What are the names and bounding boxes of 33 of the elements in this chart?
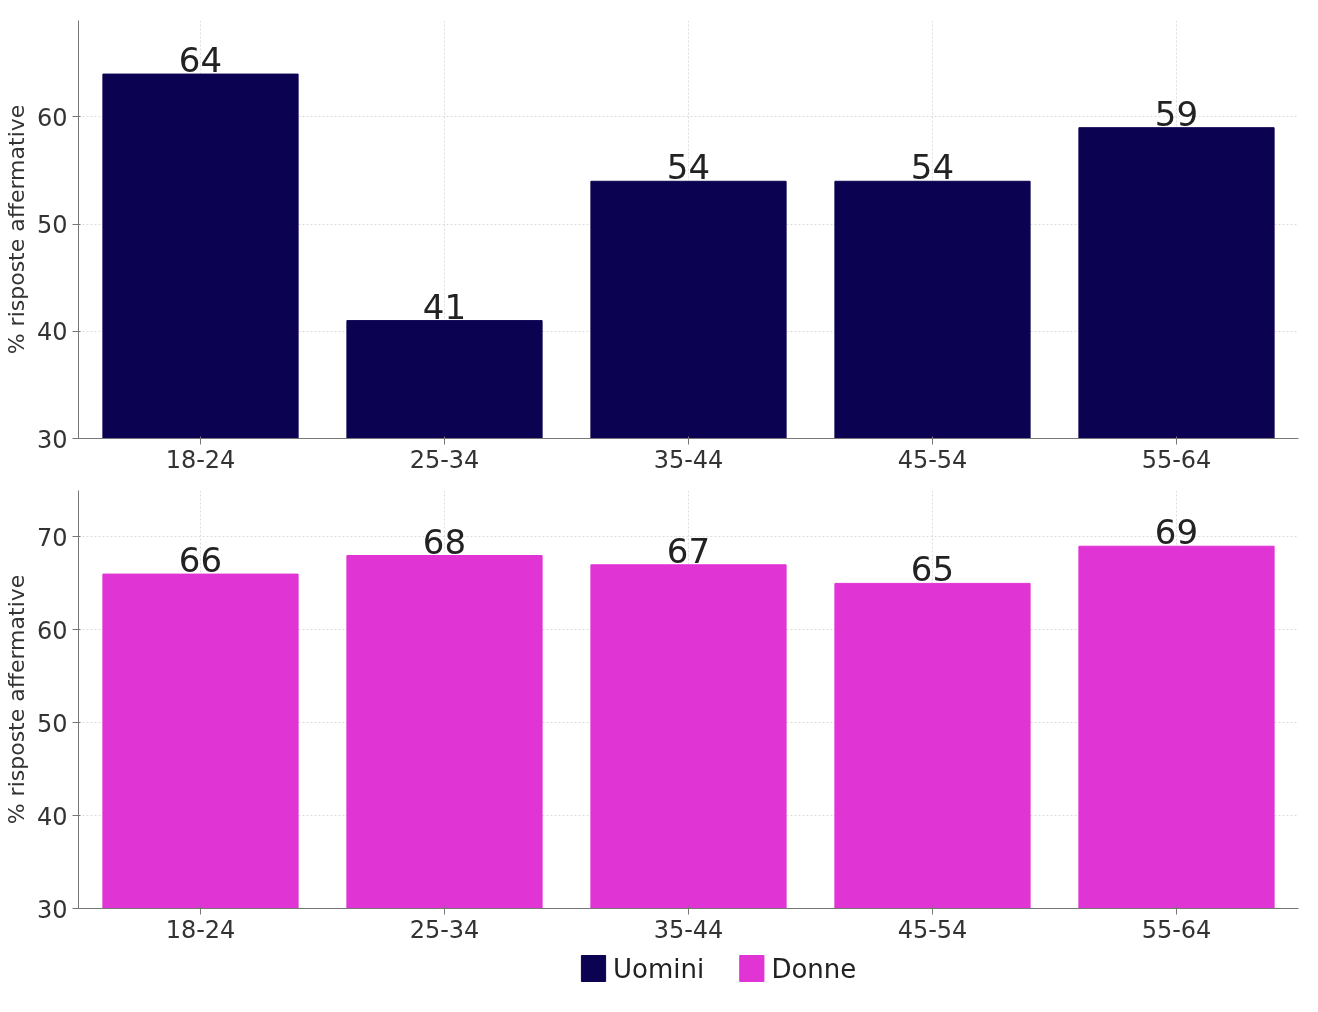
x-tick-label: 25-34	[409, 445, 480, 474]
x-tick-label: 35-44	[653, 445, 724, 474]
data-label: 41	[422, 286, 467, 327]
legend-label: Uomini	[613, 953, 705, 984]
y-tick-label: 60	[36, 103, 68, 132]
x-tick-label: 55-64	[1141, 445, 1212, 474]
data-label: 54	[910, 147, 955, 188]
x-tick-label: 25-34	[409, 915, 480, 944]
data-label: 67	[666, 530, 711, 571]
data-label: 59	[1154, 93, 1199, 134]
y-axis-title: % risposte affermative	[3, 104, 29, 355]
legend-label: Donne	[771, 953, 857, 984]
x-tick-label: 35-44	[653, 915, 724, 944]
y-axis-title: % risposte affermative	[3, 574, 29, 825]
y-tick-label: 40	[36, 318, 68, 347]
y-tick-label: 50	[36, 709, 68, 738]
data-label: 66	[178, 540, 223, 581]
x-tick-label: 18-24	[165, 445, 236, 474]
data-label: 69	[1154, 512, 1199, 553]
data-label: 65	[910, 549, 955, 590]
x-tick-label: 45-54	[897, 915, 968, 944]
y-tick-label: 40	[36, 802, 68, 831]
y-tick-label: 60	[36, 616, 68, 645]
data-label: 68	[422, 521, 467, 562]
y-tick-label: 70	[36, 523, 68, 552]
y-tick-label: 30	[36, 895, 68, 924]
x-tick-label: 45-54	[897, 445, 968, 474]
data-label: 54	[666, 147, 711, 188]
y-tick-label: 50	[36, 211, 68, 240]
x-tick-label: 55-64	[1141, 915, 1212, 944]
data-label: 64	[178, 40, 223, 81]
x-tick-label: 18-24	[165, 915, 236, 944]
y-tick-label: 30	[36, 425, 68, 454]
